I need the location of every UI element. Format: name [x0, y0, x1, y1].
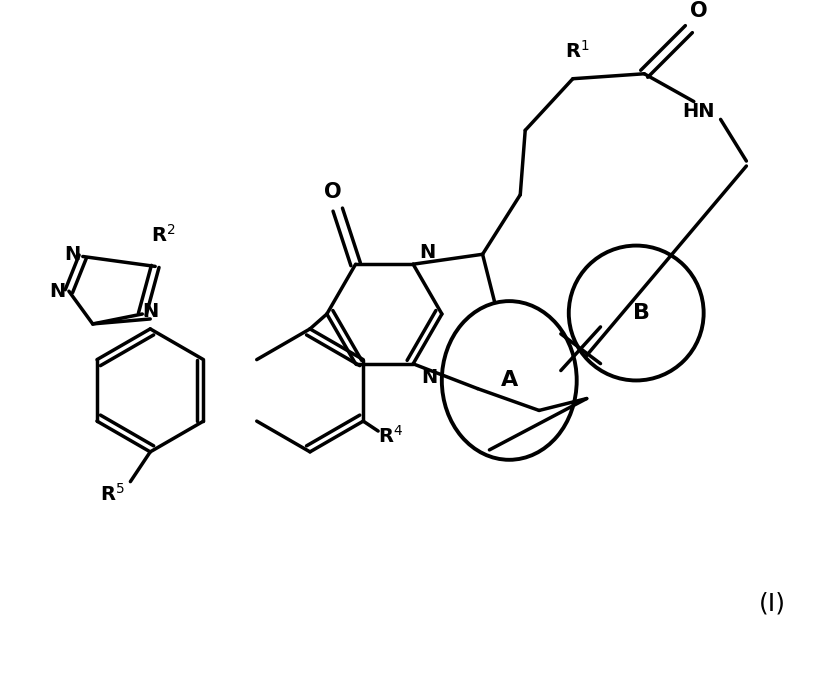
Text: R$^2$: R$^2$ — [151, 224, 176, 245]
Text: N: N — [49, 281, 66, 301]
Text: O: O — [690, 1, 707, 21]
Text: HN: HN — [683, 102, 715, 121]
Text: N: N — [65, 245, 81, 264]
Text: N: N — [142, 302, 159, 321]
Text: A: A — [501, 370, 518, 391]
Text: (I): (I) — [759, 592, 785, 616]
Text: N: N — [419, 243, 435, 262]
Text: R$^1$: R$^1$ — [565, 40, 590, 62]
Text: R$^5$: R$^5$ — [100, 483, 125, 504]
Text: R$^4$: R$^4$ — [379, 425, 403, 447]
Text: B: B — [633, 303, 649, 323]
Text: O: O — [324, 182, 342, 202]
Text: N: N — [421, 368, 437, 387]
